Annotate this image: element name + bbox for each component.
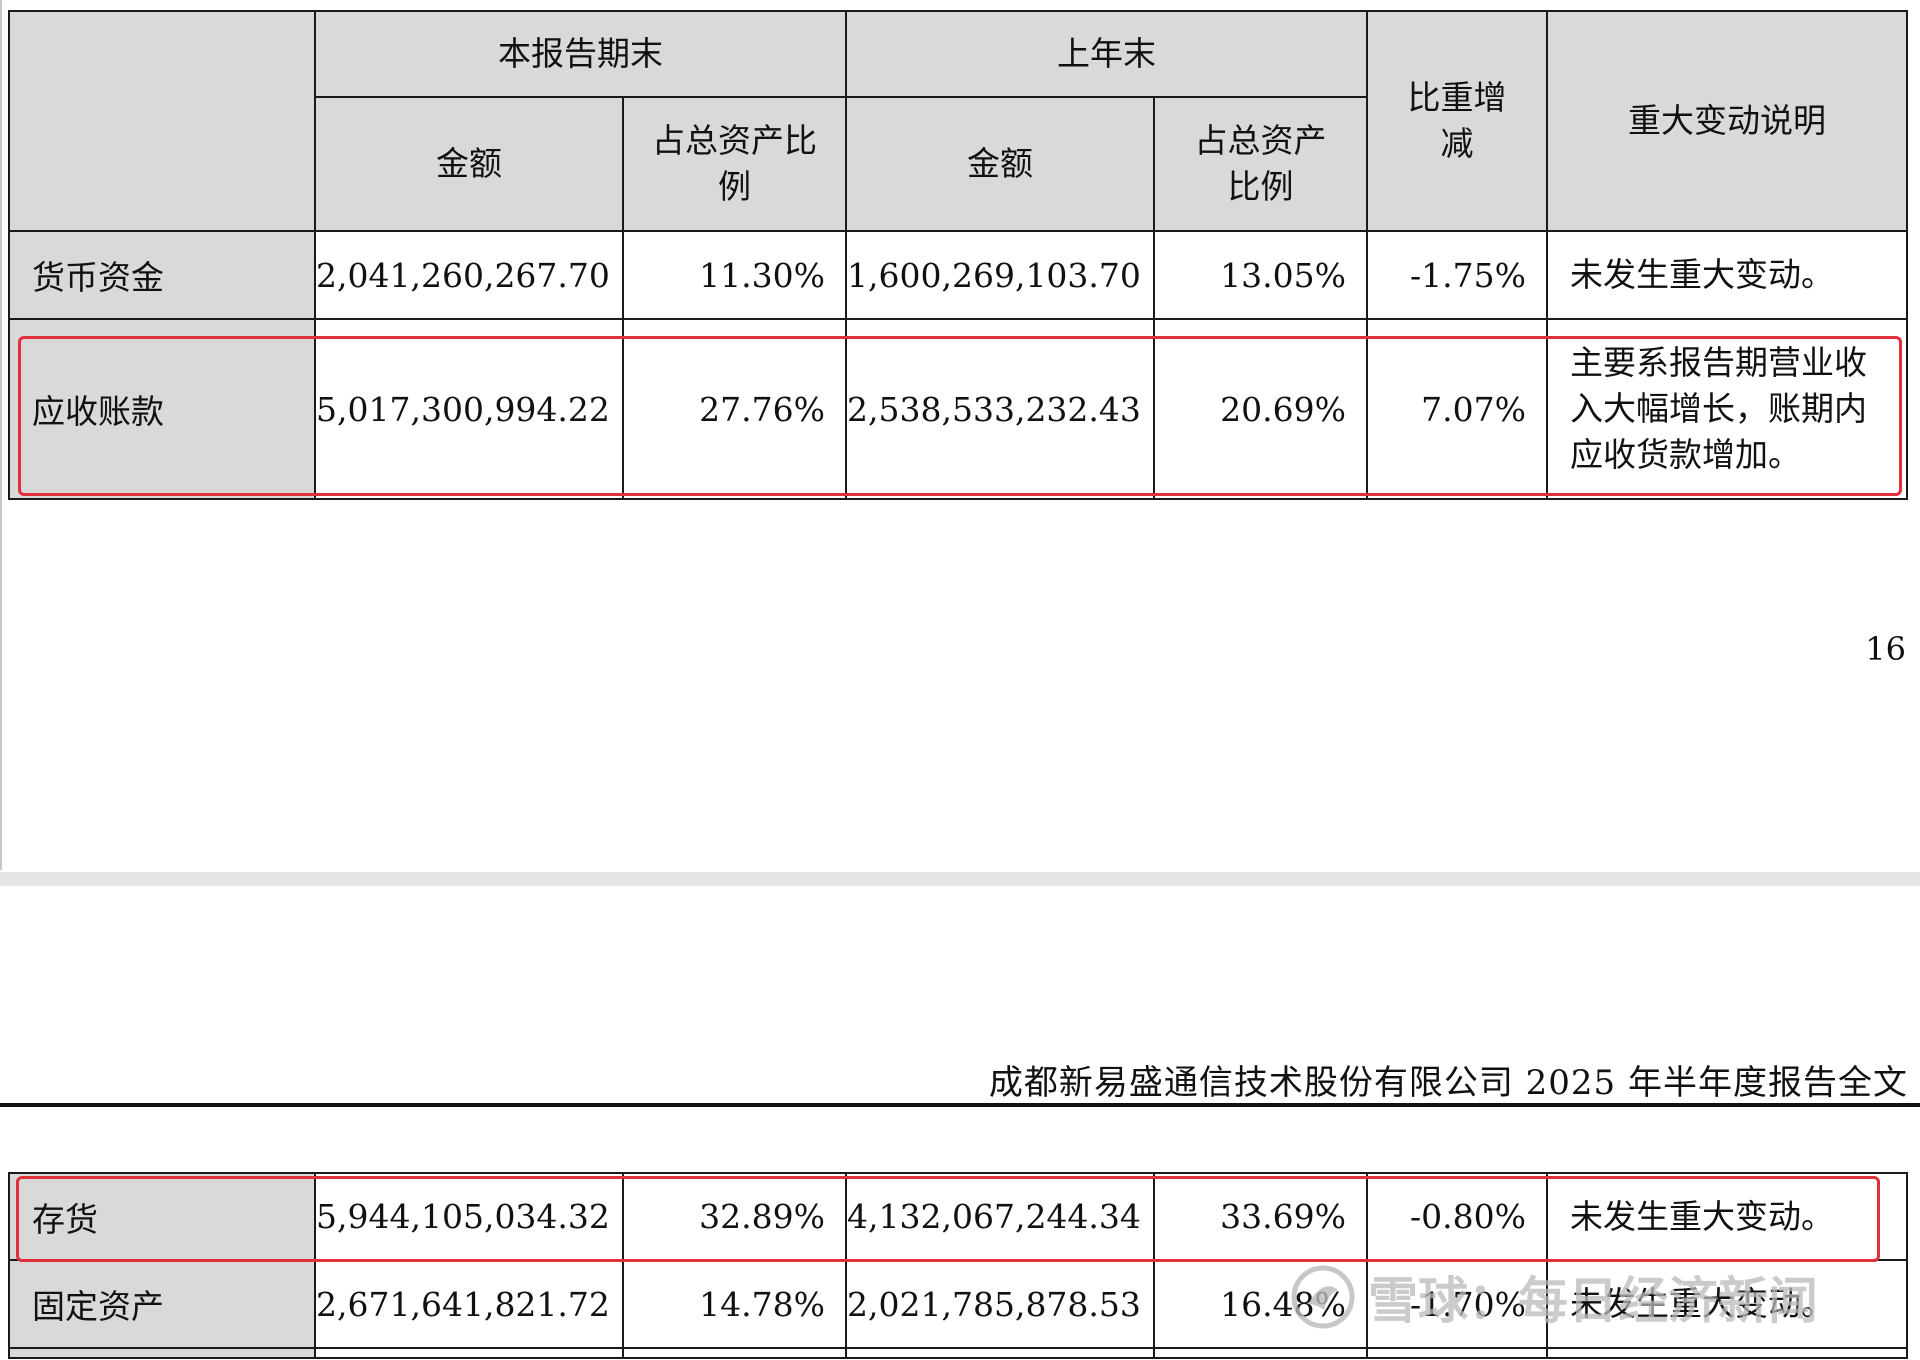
ratio-current-cell: 32.89%: [622, 1172, 847, 1261]
highlight-box-inventory: [16, 1176, 1880, 1262]
cutoff-cell: [845, 1347, 1155, 1359]
amount-prior-cell: 2,538,533,232.43: [845, 318, 1155, 500]
asset-table-top: 本报告期末 上年末 比重增减 重大变动说明 金额 占总资产比例 金额 占总资产比…: [8, 10, 1908, 500]
snowball-logo-icon: [1291, 1265, 1355, 1329]
cutoff-cell: [622, 1347, 847, 1359]
ratio-current-cell: 27.76%: [622, 318, 847, 500]
change-cell: -1.70%: [1366, 1259, 1548, 1349]
note-cell: 主要系报告期营业收入大幅增长，账期内应收货款增加。: [1546, 318, 1908, 500]
ratio-current-cell: 11.30%: [622, 230, 847, 320]
header-ratio-prior: 占总资产比例: [1153, 96, 1368, 232]
change-cell: -1.75%: [1366, 230, 1548, 320]
page-edge: [0, 0, 2, 870]
header-amount-prior: 金额: [845, 96, 1155, 232]
table-row: 货币资金 2,041,260,267.70 11.30% 1,600,269,1…: [8, 230, 1908, 320]
header-current-period: 本报告期末: [314, 10, 847, 98]
header-ratio-current: 占总资产比例: [622, 96, 847, 232]
company-report-title: 成都新易盛通信技术股份有限公司 2025 年半年度报告全文: [988, 1063, 1908, 1103]
ratio-prior-cell: 13.05%: [1153, 230, 1368, 320]
header-notes: 重大变动说明: [1546, 10, 1908, 232]
table-row-cutoff: [8, 1347, 1908, 1359]
row-item-label: 货币资金: [8, 230, 316, 320]
header-prior-year-end: 上年末: [845, 10, 1368, 98]
highlight-box-receivables: [18, 336, 1902, 496]
amount-current-cell: 2,041,260,267.70: [314, 230, 624, 320]
ratio-prior-cell: 16.48%: [1153, 1259, 1368, 1349]
note-cell: 未发生重大变动。: [1546, 1259, 1908, 1349]
table-row: 固定资产 2,671,641,821.72 14.78% 2,021,785,8…: [8, 1259, 1908, 1349]
cutoff-cell: [314, 1347, 624, 1359]
ratio-prior-cell: 20.69%: [1153, 318, 1368, 500]
header-item-blank: [8, 10, 316, 232]
cutoff-cell: [1153, 1347, 1368, 1359]
header-change: 比重增减: [1366, 10, 1548, 232]
table-row: 存货 5,944,105,034.32 32.89% 4,132,067,244…: [8, 1172, 1908, 1261]
asset-table-bottom: 存货 5,944,105,034.32 32.89% 4,132,067,244…: [8, 1172, 1908, 1359]
note-cell: 未发生重大变动。: [1546, 230, 1908, 320]
amount-current-cell: 5,944,105,034.32: [314, 1172, 624, 1261]
change-cell: 7.07%: [1366, 318, 1548, 500]
amount-prior-cell: 2,021,785,878.53: [845, 1259, 1155, 1349]
cutoff-cell: [1546, 1347, 1908, 1359]
amount-current-cell: 2,671,641,821.72: [314, 1259, 624, 1349]
cutoff-cell: [1366, 1347, 1548, 1359]
page-number: 16: [1865, 630, 1906, 668]
amount-current-cell: 5,017,300,994.22: [314, 318, 624, 500]
amount-prior-cell: 4,132,067,244.34: [845, 1172, 1155, 1261]
title-rule: [0, 1103, 1920, 1107]
watermark-text: 雪球：每日经济新闻: [1368, 1272, 1818, 1330]
table-row: 应收账款 5,017,300,994.22 27.76% 2,538,533,2…: [8, 318, 1908, 500]
page-separator: [0, 872, 1920, 886]
ratio-current-cell: 14.78%: [622, 1259, 847, 1349]
cutoff-cell: [8, 1347, 316, 1359]
watermark: 雪球：每日经济新闻: [1290, 1262, 1818, 1332]
change-cell: -0.80%: [1366, 1172, 1548, 1261]
note-cell: 未发生重大变动。: [1546, 1172, 1908, 1261]
amount-prior-cell: 1,600,269,103.70: [845, 230, 1155, 320]
row-item-label: 固定资产: [8, 1259, 316, 1349]
row-item-label: 应收账款: [8, 318, 316, 500]
header-amount-current: 金额: [314, 96, 624, 232]
row-item-label: 存货: [8, 1172, 316, 1261]
